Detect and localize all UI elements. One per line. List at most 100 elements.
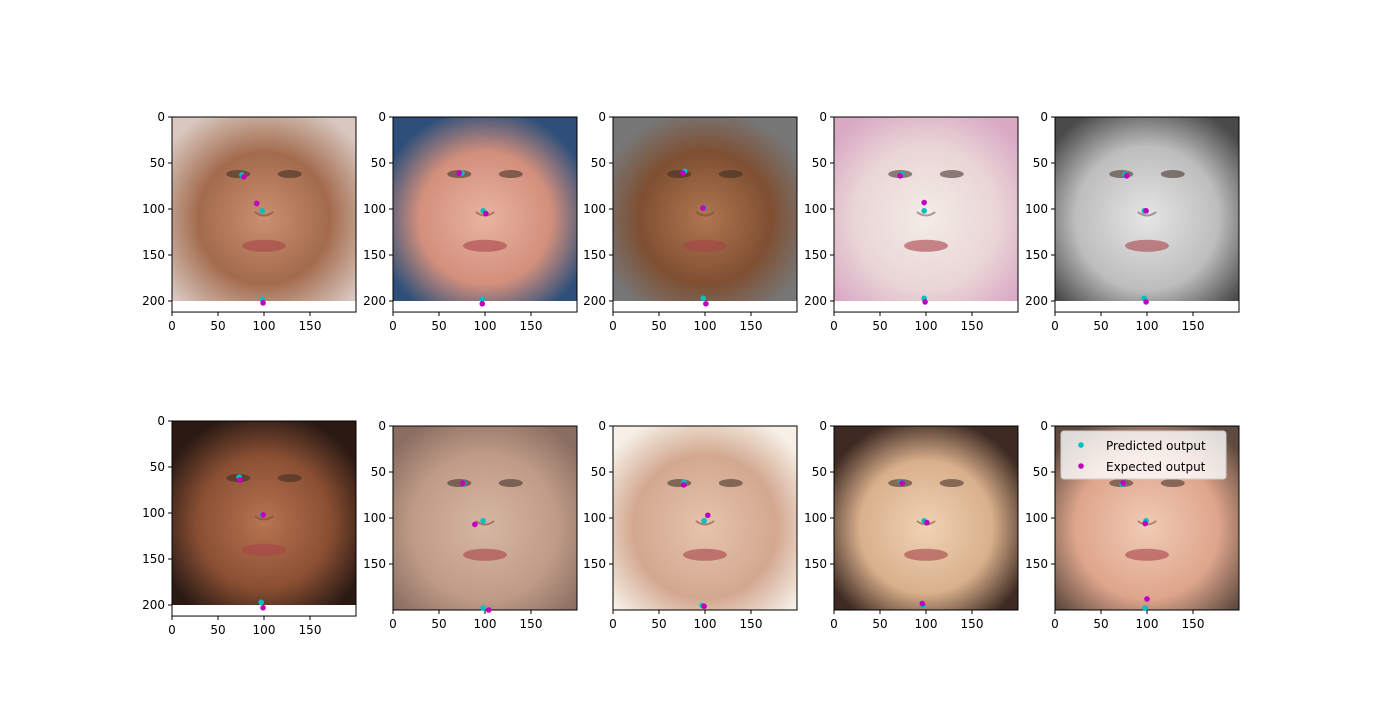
x-tick-label: 0 xyxy=(389,617,397,631)
x-tick-label: 50 xyxy=(872,617,887,631)
y-tick-label: 0 xyxy=(598,110,606,124)
y-tick-label: 50 xyxy=(591,156,606,170)
face-mouth xyxy=(904,548,948,561)
face-mouth xyxy=(1125,239,1169,252)
x-tick-label: 50 xyxy=(1093,319,1108,333)
expected-point xyxy=(1142,520,1148,527)
x-tick-label: 50 xyxy=(872,319,887,333)
y-tick-label: 150 xyxy=(142,552,165,566)
y-tick-label: 50 xyxy=(812,156,827,170)
face-nose xyxy=(916,211,936,217)
x-tick-label: 150 xyxy=(740,617,763,631)
legend-marker-expected xyxy=(1078,463,1084,469)
x-tick-label: 150 xyxy=(520,617,543,631)
expected-point xyxy=(897,173,904,179)
x-tick-label: 0 xyxy=(830,617,838,631)
y-tick-label: 150 xyxy=(804,248,827,262)
x-tick-label: 100 xyxy=(694,319,717,333)
expected-point xyxy=(701,603,707,610)
x-tick-label: 150 xyxy=(1182,319,1205,333)
x-tick-label: 0 xyxy=(830,319,838,333)
expected-point xyxy=(919,600,926,607)
predicted-point xyxy=(258,599,265,606)
legend-marker-predicted xyxy=(1078,442,1084,448)
expected-point xyxy=(240,174,247,180)
x-tick-label: 0 xyxy=(1051,319,1059,333)
expected-point xyxy=(1144,596,1150,602)
face-eye-right xyxy=(1160,479,1185,488)
y-tick-label: 100 xyxy=(804,202,827,216)
y-tick-label: 200 xyxy=(142,294,165,308)
y-tick-label: 0 xyxy=(1040,110,1048,124)
x-tick-label: 150 xyxy=(299,319,322,333)
y-tick-label: 100 xyxy=(1025,202,1048,216)
expected-point xyxy=(253,200,260,207)
face-eye-left xyxy=(226,170,251,179)
expected-point xyxy=(479,300,486,307)
y-tick-label: 150 xyxy=(583,557,606,571)
expected-point xyxy=(703,300,709,307)
x-tick-label: 50 xyxy=(651,319,666,333)
face-nose xyxy=(254,515,274,521)
y-tick-label: 0 xyxy=(378,419,386,433)
x-tick-label: 50 xyxy=(431,617,446,631)
x-tick-label: 50 xyxy=(210,319,225,333)
expected-point xyxy=(260,512,266,518)
y-tick-label: 0 xyxy=(157,414,165,428)
panel-2: 0 50 100 150 0 50 100 150 200 xyxy=(363,110,578,333)
x-tick-label: 100 xyxy=(474,617,497,631)
y-tick-label: 50 xyxy=(1033,465,1048,479)
expected-point xyxy=(260,604,266,611)
predicted-point xyxy=(259,208,265,214)
predicted-point xyxy=(480,605,486,611)
expected-point xyxy=(483,210,489,217)
panel-4: 0 50 100 150 0 50 100 150 200 xyxy=(804,110,1019,333)
predicted-point xyxy=(479,296,486,302)
y-tick-label: 0 xyxy=(378,110,386,124)
y-tick-label: 200 xyxy=(363,294,386,308)
y-tick-label: 50 xyxy=(371,156,386,170)
x-tick-label: 50 xyxy=(210,623,225,637)
y-tick-label: 100 xyxy=(804,511,827,525)
legend-label-predicted: Predicted output xyxy=(1106,439,1206,453)
predicted-point xyxy=(700,295,706,302)
x-tick-label: 50 xyxy=(651,617,666,631)
x-tick-label: 50 xyxy=(1093,617,1108,631)
x-tick-label: 100 xyxy=(694,617,717,631)
x-tick-label: 100 xyxy=(915,617,938,631)
face-eye-right xyxy=(939,479,964,488)
y-tick-label: 100 xyxy=(583,202,606,216)
legend-box xyxy=(1060,430,1227,480)
y-tick-label: 200 xyxy=(1025,294,1048,308)
expected-point xyxy=(1123,173,1130,179)
face-eye-right xyxy=(1160,170,1185,179)
expected-point xyxy=(922,299,928,305)
expected-point xyxy=(260,300,266,306)
x-tick-label: 0 xyxy=(389,319,397,333)
y-tick-label: 50 xyxy=(591,465,606,479)
y-tick-label: 50 xyxy=(1033,156,1048,170)
expected-point xyxy=(921,199,927,206)
face-mouth xyxy=(1125,548,1169,561)
x-tick-label: 0 xyxy=(609,319,617,333)
panel-7: 0 50 100 150 0 50 100 150 xyxy=(363,419,578,631)
face-mouth xyxy=(463,548,507,561)
face-nose xyxy=(695,520,715,526)
expected-point xyxy=(237,477,243,483)
expected-point xyxy=(680,170,686,176)
x-tick-label: 50 xyxy=(431,319,446,333)
x-tick-label: 150 xyxy=(961,319,984,333)
y-tick-label: 150 xyxy=(1025,557,1048,571)
face-mouth xyxy=(683,239,727,252)
face-eye-right xyxy=(939,170,964,179)
face-nose xyxy=(475,520,495,526)
expected-point xyxy=(1120,480,1126,486)
y-tick-label: 150 xyxy=(142,248,165,262)
y-tick-label: 100 xyxy=(1025,511,1048,525)
x-tick-label: 100 xyxy=(1136,319,1159,333)
y-tick-label: 0 xyxy=(1040,419,1048,433)
panel-8: 0 50 100 150 0 50 100 150 xyxy=(583,419,798,631)
panel-5: 0 50 100 150 0 50 100 150 200 xyxy=(1025,110,1240,333)
x-tick-label: 0 xyxy=(168,623,176,637)
